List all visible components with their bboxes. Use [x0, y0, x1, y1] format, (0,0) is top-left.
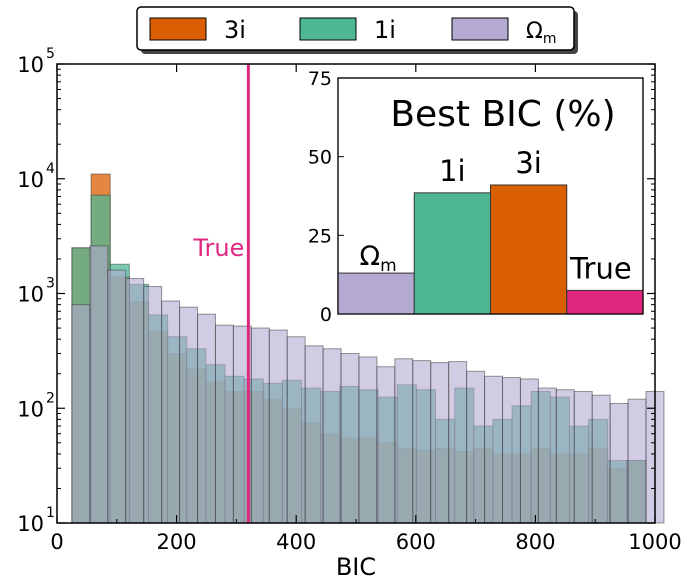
y-tick-label-exponent: 1: [46, 505, 55, 521]
histogram-bar: [430, 362, 450, 524]
histogram-bar: [484, 375, 504, 524]
histogram-bar: [125, 278, 145, 524]
legend-label: Ωm: [526, 19, 556, 47]
y-tick-label-base: 10: [17, 397, 44, 421]
histogram-bar: [573, 390, 593, 524]
histogram-bar: [304, 345, 324, 524]
y-tick-label-base: 10: [17, 168, 44, 192]
legend-label: 1i: [374, 16, 396, 44]
histogram-bar: [179, 306, 199, 524]
inset-bar: [566, 289, 644, 315]
inset-y-tick-label: 75: [308, 68, 332, 90]
y-tick-label-exponent: 3: [46, 276, 55, 292]
inset-category-omega: Ω: [360, 241, 381, 272]
inset-category-subscript: m: [380, 256, 397, 276]
inset-y-tick-label: 25: [308, 225, 332, 247]
true-line-label: True: [192, 234, 244, 262]
inset-best-bic-chart: Ωm 1i 3i True 0 25 50 75 Best BIC (%): [308, 68, 644, 326]
x-tick-label: 1000: [628, 530, 681, 554]
histogram-bar: [358, 356, 378, 524]
legend-label: 3i: [224, 16, 246, 44]
inset-bar: [490, 184, 568, 315]
histogram-bar: [519, 378, 539, 524]
histogram-bar: [466, 370, 486, 524]
legend-label-sub: m: [543, 31, 557, 47]
histogram-bar: [322, 348, 342, 524]
histogram-bar: [412, 360, 432, 524]
histogram-bar: [286, 336, 306, 524]
legend-label-main: Ω: [526, 19, 543, 44]
inset-frame: [337, 77, 644, 315]
histogram-bar: [627, 398, 647, 524]
histogram-bar: [502, 377, 521, 524]
histogram-bar: [394, 358, 414, 524]
histogram-bar: [161, 300, 181, 524]
inset-title: Best BIC (%): [390, 94, 615, 135]
series-2-bars: [71, 245, 665, 524]
legend: 3i 1i Ωm: [136, 6, 578, 54]
inset-category-label: True: [569, 251, 632, 285]
y-tick-label-base: 10: [17, 283, 44, 307]
x-tick-label: 0: [50, 530, 63, 554]
true-value-marker: True: [192, 64, 250, 523]
histogram-bar: [214, 324, 234, 524]
histogram-bar: [107, 269, 127, 524]
legend-swatch: [299, 17, 357, 41]
y-tick-label-exponent: 4: [46, 161, 55, 177]
histogram-bar: [591, 394, 611, 524]
inset-y-tick-label: 0: [320, 304, 332, 326]
histogram-bar: [340, 353, 360, 524]
histogram-bar: [537, 387, 557, 524]
x-tick-label: 800: [515, 530, 555, 554]
y-tick-label-exponent: 5: [46, 46, 55, 62]
histogram-bar: [89, 245, 109, 524]
inset-category-label: 3i: [515, 146, 542, 180]
histogram-bar: [71, 304, 91, 524]
histogram-bar: [143, 286, 163, 524]
inset-y-tick-label: 50: [308, 147, 332, 169]
x-tick-label: 400: [276, 530, 316, 554]
y-tick-label-base: 10: [17, 53, 44, 77]
histogram-bar: [448, 361, 468, 524]
inset-category-label: 1i: [439, 154, 466, 188]
histogram-bar: [197, 313, 216, 524]
inset-bar: [413, 192, 491, 315]
histogram-bar: [250, 327, 270, 524]
x-tick-label: 600: [396, 530, 436, 554]
x-axis-label: BIC: [336, 553, 376, 581]
histogram-bar: [555, 389, 575, 524]
x-tick-label: 200: [157, 530, 197, 554]
histogram-bar: [268, 329, 288, 524]
histogram-bar: [376, 366, 396, 524]
inset-bar: [337, 272, 415, 315]
inset-category-label: Ωm: [360, 241, 397, 276]
y-tick-label-base: 10: [17, 512, 44, 536]
y-tick-label-exponent: 2: [46, 390, 55, 406]
histogram-bar: [609, 403, 629, 524]
legend-swatch: [149, 17, 207, 41]
legend-swatch: [451, 17, 509, 41]
